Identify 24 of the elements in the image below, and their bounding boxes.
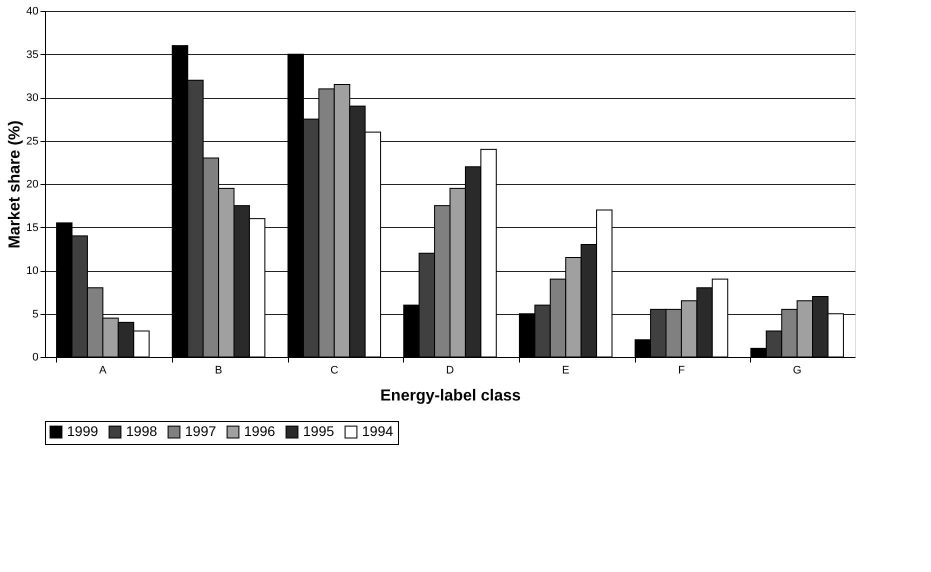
x-tick-label: A	[99, 364, 108, 376]
y-tick-label: 40	[26, 6, 38, 18]
legend-label: 1994	[362, 423, 394, 440]
x-tick-label: C	[330, 364, 338, 376]
legend-label: 1995	[303, 423, 334, 440]
y-tick-label: 25	[26, 135, 38, 148]
y-tick-label: 5	[32, 308, 38, 320]
y-tick-label: 20	[26, 178, 38, 190]
y-tick-label: 15	[26, 222, 38, 234]
legend-label: 1998	[126, 423, 158, 440]
y-tick-label: 35	[26, 48, 38, 61]
legend-label: 1996	[244, 423, 276, 440]
x-tick-label: D	[446, 364, 454, 376]
x-axis-title: Energy-label class	[380, 388, 521, 404]
y-tick-label: 10	[26, 265, 38, 277]
x-tick-label: E	[562, 364, 570, 376]
y-tick-label: 30	[26, 92, 38, 104]
legend-label: 1999	[67, 423, 98, 440]
x-tick-label: F	[678, 364, 686, 376]
y-tick-label: 0	[32, 352, 38, 364]
y-axis-title: Market share (%)	[6, 120, 24, 249]
x-tick-label: B	[214, 364, 222, 376]
legend-label: 1997	[185, 423, 216, 440]
x-tick-label: G	[792, 364, 802, 376]
